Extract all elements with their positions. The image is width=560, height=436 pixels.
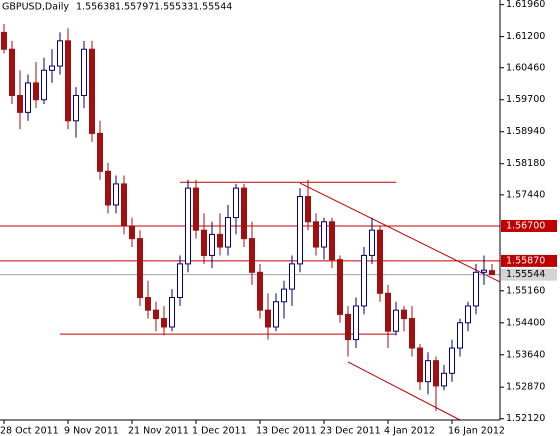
candle-body [113,183,119,206]
candle-body [281,288,287,303]
current-price-box [501,268,557,281]
trendline [347,361,461,421]
candle-body [417,347,423,383]
candle-body [169,297,175,328]
candle-body [81,48,87,97]
candle-body [17,95,23,113]
ohlc-low: 1.55533 [154,2,193,13]
candle-body [1,31,7,50]
candle-body [385,292,391,332]
x-tick-label: 4 Jan 2012 [384,426,435,436]
candle-body [65,40,71,122]
x-tick-label: 9 Nov 2011 [64,426,119,436]
y-tick-label: 1.61960 [506,0,545,10]
price-level-box [501,254,557,267]
candle-body [57,40,63,67]
candle-body [217,233,223,248]
x-tick-label: 16 Jan 2012 [448,426,505,436]
y-tick-label: 1.55160 [506,285,545,296]
candle-body [9,48,15,97]
trendline [299,182,501,283]
y-tick-label: 1.53640 [506,349,545,360]
candle-body [457,322,463,349]
y-tick-label: 1.58940 [506,126,545,137]
candle-body [297,196,303,265]
y-tick-label: 1.61200 [506,31,545,42]
candle-body [473,271,479,307]
candle-body [153,309,159,320]
candle-body [177,263,183,299]
y-tick-label: 1.59700 [506,94,545,105]
candle-body [89,48,95,134]
candle-body [273,301,279,328]
candle-body [137,238,143,299]
y-tick-label: 1.60460 [506,62,545,73]
x-tick-label: 21 Nov 2011 [128,426,189,436]
candle-body [233,187,239,219]
candle-body [105,170,111,206]
ohlc-open: 1.55638 [76,2,115,13]
candle-body [73,95,79,122]
ohlc-high: 1.55797 [115,2,154,13]
candle-body [313,221,319,248]
candle-body [257,271,263,311]
price-level-label: 1.55870 [506,255,545,266]
candle-body [289,263,295,290]
y-tick-label: 1.52870 [506,382,545,393]
candle-body [33,82,39,101]
candle-body [369,229,375,256]
price-level-label: 1.56700 [506,220,545,231]
candle-body [329,221,335,261]
y-tick-label: 1.57440 [506,189,545,200]
candle-body [97,132,103,172]
candle-body [129,225,135,240]
candle-body [41,69,47,101]
candle-body [409,318,415,349]
y-tick-label: 1.52120 [506,413,545,424]
candle-body [425,360,431,383]
x-tick-label: 1 Dec 2011 [192,426,247,436]
x-tick-label: 28 Oct 2011 [0,426,59,436]
y-tick-label: 1.58180 [506,158,545,169]
ohlc-close: 1.55544 [193,2,232,13]
chart-title: GBPUSD,Daily [2,2,69,13]
candle-body [401,309,407,320]
candle-body [321,221,327,248]
candle-body [145,297,151,311]
candle-body [25,82,31,113]
price-level-box [501,219,557,232]
candle-body [185,187,191,265]
candle-body [225,217,231,248]
candle-body [433,360,439,387]
x-tick-label: 23 Dec 2011 [320,426,381,436]
candle-body [361,254,367,307]
candle-body [209,233,215,256]
x-tick-label: 13 Dec 2011 [256,426,317,436]
candle-body [161,318,167,328]
candle-body [377,229,383,294]
candle-body [241,187,247,240]
candle-body [481,269,487,273]
candle-body [441,372,447,387]
candle-body [249,238,255,273]
candle-body [393,309,399,332]
current-price-label: 1.55544 [506,269,545,280]
candle-body [337,259,343,315]
candle-body [489,270,495,276]
candle-body [345,313,351,341]
candle-body [193,187,199,231]
candle-body [449,347,455,374]
candle-body [121,183,127,227]
candle-body [49,65,55,71]
candle-body [465,305,471,324]
candle-body [201,229,207,256]
y-tick-label: 1.54400 [506,317,545,328]
candle-body [265,309,271,328]
candle-body [353,305,359,341]
candle-body [305,196,311,223]
